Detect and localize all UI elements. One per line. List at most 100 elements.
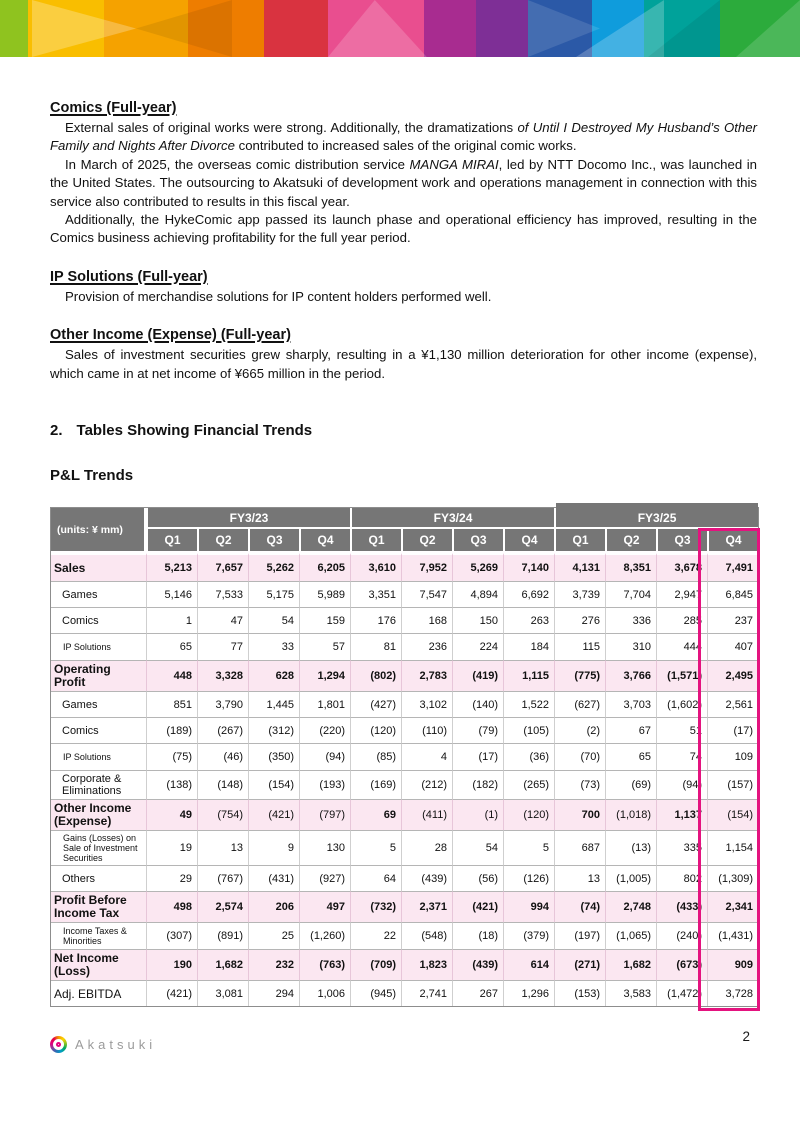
body-paragraph: Additionally, the HykeComic app passed i…: [50, 211, 757, 248]
units-label: (units: ¥ mm): [51, 508, 146, 554]
table-cell: (36): [503, 743, 555, 771]
table-cell: 3,583: [605, 980, 657, 1007]
quarter-header-row: Q1 Q2 Q3 Q4 Q1 Q2 Q3 Q4 Q1 Q2 Q3 Q4: [51, 527, 759, 554]
table-cell: 184: [503, 633, 555, 661]
table-cell: 1,682: [605, 949, 657, 981]
section-heading: Comics (Full-year): [50, 100, 177, 116]
table-cell: 13: [197, 830, 248, 866]
table-cell: 130: [299, 830, 351, 866]
table-cell: (13): [605, 830, 657, 866]
table-cell: (1,065): [605, 922, 657, 950]
table-cell: 1,154: [707, 830, 759, 866]
table-cell: (312): [248, 717, 299, 744]
table-cell: 206: [248, 891, 299, 923]
table-cell: 8,351: [605, 553, 657, 582]
table-cell: (69): [605, 770, 657, 800]
table-cell: 2,341: [707, 891, 759, 923]
table-cell: 232: [248, 949, 299, 981]
text-run: contributed to increased sales of the or…: [234, 138, 577, 154]
table-cell: 5,213: [146, 553, 197, 582]
table-cell: 700: [554, 799, 606, 831]
quarter-header: Q3: [452, 527, 504, 554]
quarter-header: Q4: [299, 527, 351, 554]
table-cell: 1,445: [248, 691, 299, 718]
table-cell: 2,574: [197, 891, 248, 923]
table-cell: 150: [452, 607, 504, 634]
table-cell: (431): [248, 865, 299, 892]
section-heading: IP Solutions (Full-year): [50, 268, 208, 285]
table-cell: (193): [299, 770, 351, 800]
decorative-banner: [0, 0, 800, 57]
table-cell: 909: [707, 949, 759, 981]
row-label: IP Solutions: [51, 743, 146, 771]
year-header-fy3-23: FY3/23: [146, 508, 351, 528]
table-cell: 994: [503, 891, 555, 923]
table-cell: 4,131: [554, 553, 606, 582]
table-cell: (1,571): [656, 660, 708, 692]
table-cell: (157): [707, 770, 759, 800]
table-cell: 3,766: [605, 660, 657, 692]
section-2-heading: 2. Tables Showing Financial Trends: [50, 422, 757, 439]
table-cell: (126): [503, 865, 555, 892]
table-cell: (182): [452, 770, 504, 800]
table-cell: (18): [452, 922, 504, 950]
table-cell: 2,495: [707, 660, 759, 692]
table-cell: 33: [248, 633, 299, 661]
table-cell: (1,602): [656, 691, 708, 718]
table-cell: (220): [299, 717, 351, 744]
text-section: IP Solutions (Full-year) Provision of mer…: [50, 269, 757, 306]
table-cell: 9: [248, 830, 299, 866]
table-cell: 3,678: [656, 553, 708, 582]
table-cell: 5: [503, 830, 555, 866]
table-row: Gains (Losses) on Sale of Investment Sec…: [51, 830, 759, 866]
table-cell: (94): [656, 770, 708, 800]
table-cell: (56): [452, 865, 504, 892]
table-cell: (1): [452, 799, 504, 831]
section-heading: Other Income (Expense) (Full-year): [50, 327, 291, 344]
row-label: Corporate & Eliminations: [51, 770, 146, 800]
table-cell: (627): [554, 691, 606, 718]
table-cell: (891): [197, 922, 248, 950]
table-cell: 5,989: [299, 581, 351, 608]
banner-triangle: [328, 0, 427, 57]
table-cell: 4,894: [452, 581, 504, 608]
table-cell: 224: [452, 633, 504, 661]
table-row: Comics (189) (267) (312) (220) (120) (110) (79)…: [51, 717, 759, 744]
row-label: Games: [51, 691, 146, 718]
text-run: External sales of original works were st…: [65, 120, 518, 135]
row-label: Adj. EBITDA: [51, 980, 146, 1007]
table-cell: (267): [197, 717, 248, 744]
banner-triangle: [136, 0, 232, 57]
table-title: P&L Trends: [50, 467, 134, 485]
text-run: In March of 2025, the overseas comic dis…: [65, 156, 410, 172]
table-cell: 1,823: [401, 949, 453, 981]
table-cell: (110): [401, 717, 453, 744]
table-row: Net Income (Loss) 190 1,682 232 (763) (709) 1,…: [51, 949, 759, 981]
table-cell: 190: [146, 949, 197, 981]
table-cell: 25: [248, 922, 299, 950]
table-cell: 3,790: [197, 691, 248, 718]
text-run: Additionally, the HykeComic app passed i…: [50, 212, 757, 246]
row-label: Sales: [51, 553, 146, 582]
table-cell: 267: [452, 980, 504, 1007]
table-cell: 5,262: [248, 553, 299, 582]
table-cell: 81: [350, 633, 402, 661]
table-cell: (732): [350, 891, 402, 923]
table-cell: 7,533: [197, 581, 248, 608]
quarter-header: Q1: [350, 527, 402, 554]
table-cell: (105): [503, 717, 555, 744]
table-cell: 19: [146, 830, 197, 866]
table-cell: 7,491: [707, 553, 759, 582]
table-cell: 1,137: [656, 799, 708, 831]
table-cell: (433): [656, 891, 708, 923]
text-run: Sales of investment securities grew shar…: [50, 347, 757, 381]
year-header-fy3-25: FY3/25: [554, 503, 759, 528]
table-cell: 851: [146, 691, 197, 718]
table-cell: 2,947: [656, 581, 708, 608]
quarter-header: Q4: [503, 527, 555, 554]
table-cell: 3,081: [197, 980, 248, 1007]
table-cell: 67: [605, 717, 657, 744]
table-cell: (421): [452, 891, 504, 923]
table-cell: (548): [401, 922, 453, 950]
table-cell: (1,018): [605, 799, 657, 831]
